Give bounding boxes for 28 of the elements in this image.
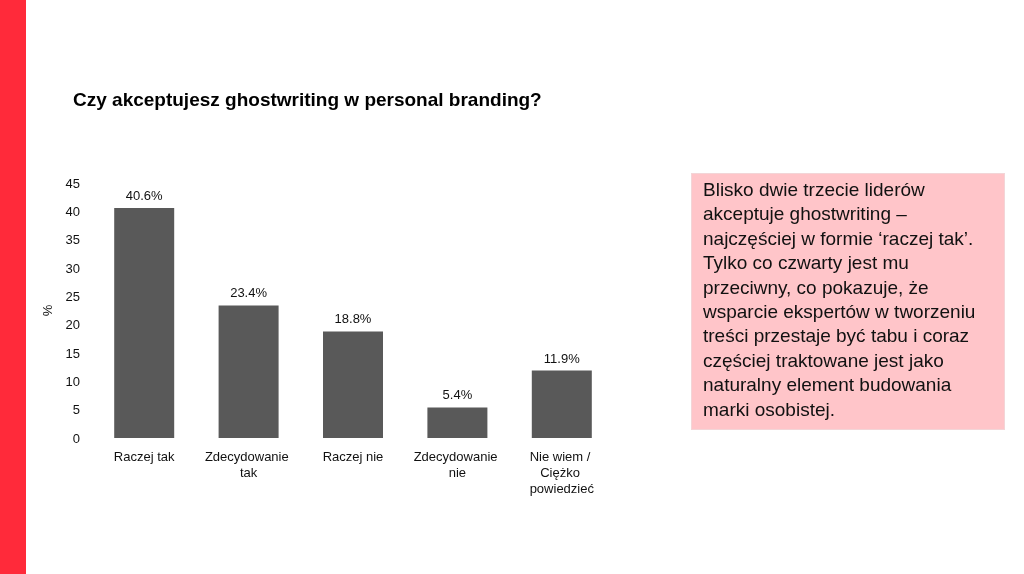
bar (531, 370, 592, 438)
y-tick-label: 15 (65, 345, 80, 361)
y-tick-label: 35 (65, 232, 80, 248)
y-tick-label: 0 (72, 430, 80, 446)
x-tick-label: Nie wiem / Ciężko powiedzieć (529, 448, 595, 496)
y-tick-label: 30 (65, 260, 80, 276)
data-label: 18.8% (334, 311, 372, 327)
bar (218, 305, 279, 438)
x-tick-label: Raczej tak (113, 448, 176, 464)
y-axis-title: % (40, 304, 55, 317)
x-tick-label: Raczej nie (322, 448, 384, 464)
bar (114, 207, 175, 438)
data-label: 11.9% (543, 350, 581, 366)
text: Blisko dwie trzecie liderów akceptuje ghostwriting – najczęściej w formie ‘raczej tak’. Tylko co czwarty jest mu przeciwny, co pokazuje, że wsparcie ekspertów w tworzeniu treści przestaje być tabu i coraz częściej traktowane jest jako naturalny element budowania marki osobistej. (703, 179, 976, 420)
bar (323, 331, 383, 438)
data-label: 5.4% (442, 387, 473, 403)
x-tick-label: Zdecydowanie nie (413, 448, 502, 480)
y-tick-label: 20 (65, 317, 80, 333)
chart-title: Czy akceptujesz ghostwriting w personal branding? (73, 89, 542, 110)
data-label: 40.6% (125, 187, 164, 203)
bar (427, 407, 488, 438)
y-tick-label: 45 (65, 175, 80, 191)
data-label: 23.4% (230, 285, 268, 301)
x-tick-label: Zdecydowanie tak (204, 448, 293, 480)
y-tick-label: 10 (65, 373, 80, 389)
y-tick-label: 40 (65, 203, 80, 219)
y-tick-label: 5 (72, 402, 80, 418)
y-tick-label: 25 (65, 288, 80, 304)
